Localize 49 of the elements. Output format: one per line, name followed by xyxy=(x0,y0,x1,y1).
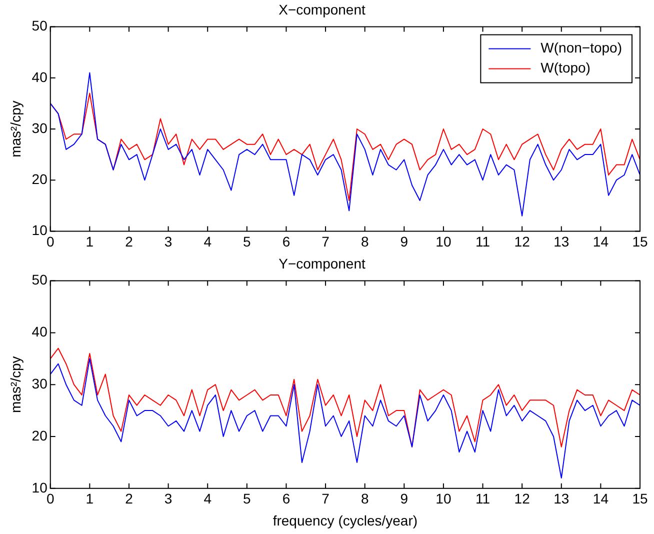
x-tick-label: 0 xyxy=(46,233,54,250)
x-tick-label: 8 xyxy=(360,233,369,250)
x-tick-label: 13 xyxy=(554,233,570,250)
x-tick-label: 3 xyxy=(164,233,172,250)
x-tick-label: 12 xyxy=(514,233,530,250)
x-tick-label: 10 xyxy=(436,233,452,250)
y-tick-label: 20 xyxy=(32,170,48,187)
x-tick-label: 2 xyxy=(125,490,134,507)
y-tick-label: 30 xyxy=(32,120,48,136)
x-tick-label: 10 xyxy=(436,490,452,507)
x-tick-label: 7 xyxy=(322,233,330,250)
x-tick-label: 13 xyxy=(554,490,570,507)
x-tick-label: 12 xyxy=(514,490,530,507)
x-tick-label: 1 xyxy=(86,233,94,250)
x-tick-label: 6 xyxy=(282,233,290,250)
y-axis-title: mas²/cpy xyxy=(7,100,24,158)
x-tick-label: 5 xyxy=(243,233,252,250)
x-tick-label: 11 xyxy=(475,490,490,507)
y-axis-title: mas²/cpy xyxy=(7,356,24,413)
x-tick-label: 1 xyxy=(86,490,94,507)
y-tick-label: 50 xyxy=(32,272,48,288)
x-tick-label: 6 xyxy=(282,490,290,507)
y-tick-label: 40 xyxy=(32,324,48,340)
y-tick-label: 10 xyxy=(32,479,48,496)
y-tick-label: 40 xyxy=(32,68,48,85)
x-tick-label: 4 xyxy=(204,490,212,507)
y-tick-label: 50 xyxy=(32,18,48,34)
x-tick-label: 14 xyxy=(592,490,609,507)
x-tick-label: 15 xyxy=(632,490,648,507)
x-tick-label: 5 xyxy=(243,490,252,507)
y-tick-label: 30 xyxy=(32,375,48,392)
legend-label: W(non−topo) xyxy=(540,40,622,56)
x-tick-label: 14 xyxy=(592,233,609,250)
x-tick-label: 9 xyxy=(400,490,408,507)
legend-label: W(topo) xyxy=(540,60,590,76)
y-tick-label: 10 xyxy=(32,222,48,238)
x-tick-label: 0 xyxy=(46,490,54,507)
x-tick-label: 8 xyxy=(360,490,369,507)
chart-title: X−component xyxy=(278,1,366,18)
x-tick-label: 2 xyxy=(125,233,134,250)
x-tick-label: 15 xyxy=(632,233,648,250)
chart-title: Y−component xyxy=(278,255,366,272)
x-tick-label: 7 xyxy=(322,490,330,507)
x-axis-title: frequency (cycles/year) xyxy=(272,512,418,528)
y-tick-label: 20 xyxy=(32,427,48,444)
x-tick-label: 3 xyxy=(164,490,172,507)
x-tick-label: 11 xyxy=(475,233,490,250)
x-tick-label: 9 xyxy=(400,233,408,250)
x-tick-label: 4 xyxy=(204,233,212,250)
